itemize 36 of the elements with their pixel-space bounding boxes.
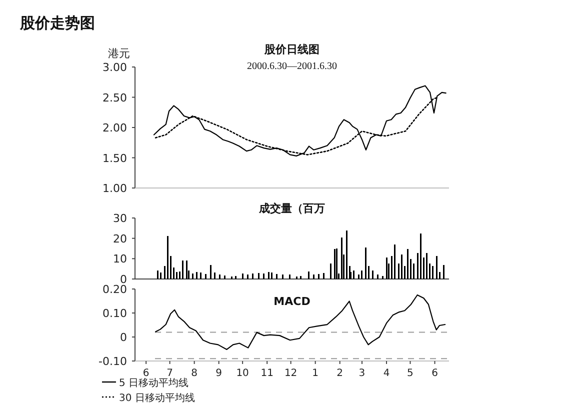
y-tick-label: 0.20 [102, 283, 127, 296]
chart-title: 股价日线图 [264, 43, 320, 56]
y-tick-label: 3.00 [102, 61, 127, 74]
x-tick-label: 6 [142, 368, 150, 379]
y-tick-label: -0.10 [98, 355, 127, 368]
legend-label: 5 日移动平均线 [119, 377, 189, 389]
text: MACD [274, 295, 310, 308]
y-tick-label: 30 [113, 212, 127, 225]
y-tick-label: 0 [120, 273, 127, 286]
x-tick-label: 7 [166, 368, 173, 379]
x-tick-label: 6 [432, 368, 438, 379]
y-tick-label: 0.10 [102, 307, 127, 320]
line-series [153, 85, 446, 156]
x-tick-label: 1 [312, 368, 319, 379]
x-tick-label: 2 [336, 368, 344, 379]
x-tick-label: 8 [191, 368, 198, 379]
chart-subtitle: 2000.6.30—2001.6.30 [247, 61, 337, 72]
legend-label: 30 日移动平均线 [119, 392, 195, 404]
y-tick-label: 1.00 [102, 182, 127, 195]
y-axis-title: 港元 [108, 47, 130, 60]
x-tick-label: 3 [358, 368, 366, 379]
x-tick-label: 4 [383, 368, 390, 379]
y-tick-label: 10 [113, 252, 127, 266]
y-tick-label: 0 [120, 331, 127, 344]
x-tick-label: 9 [216, 368, 222, 379]
x-tick-label: 11 [260, 368, 274, 379]
y-tick-label: 1.50 [102, 152, 127, 165]
y-tick-label: 20 [113, 232, 127, 246]
y-tick-label: 2.00 [102, 122, 127, 134]
y-tick-label: 2.50 [102, 91, 127, 104]
line-series [155, 294, 446, 350]
x-tick-label: 12 [284, 368, 298, 379]
chart-title: 成交量（百万 [258, 202, 325, 215]
x-tick-label: 10 [236, 368, 249, 379]
x-tick-label: 5 [407, 368, 414, 379]
text: 股价走势图 [19, 14, 95, 32]
